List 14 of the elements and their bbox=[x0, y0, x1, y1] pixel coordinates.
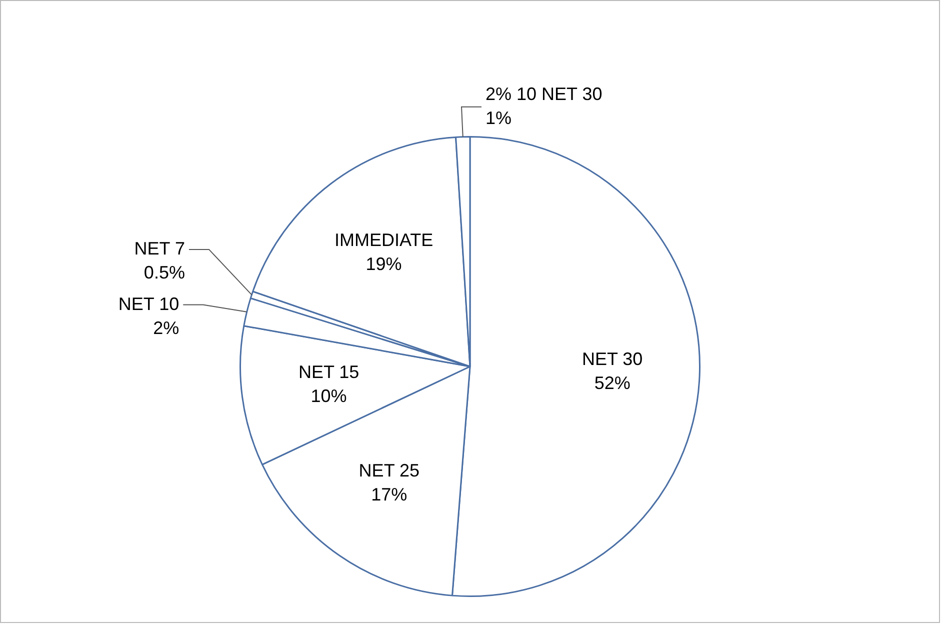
slice-label: NET 25 bbox=[358, 460, 420, 481]
data-label: 17% bbox=[371, 484, 408, 505]
slice-label: NET 7 bbox=[134, 238, 185, 258]
slice-label: 2% 10 NET 30 bbox=[485, 84, 602, 104]
data-label: 0.5% bbox=[144, 262, 185, 282]
slice-label: NET 15 bbox=[298, 362, 360, 382]
data-label: 19% bbox=[366, 254, 402, 274]
slice-label: NET 10 bbox=[118, 294, 180, 314]
data-label: 10% bbox=[310, 386, 347, 406]
data-label: 2% bbox=[153, 318, 180, 338]
data-label: 1% bbox=[485, 108, 512, 128]
data-label: 52% bbox=[594, 372, 630, 393]
slice-label: IMMEDIATE bbox=[334, 230, 434, 250]
slice-label: NET 30 bbox=[582, 348, 643, 369]
